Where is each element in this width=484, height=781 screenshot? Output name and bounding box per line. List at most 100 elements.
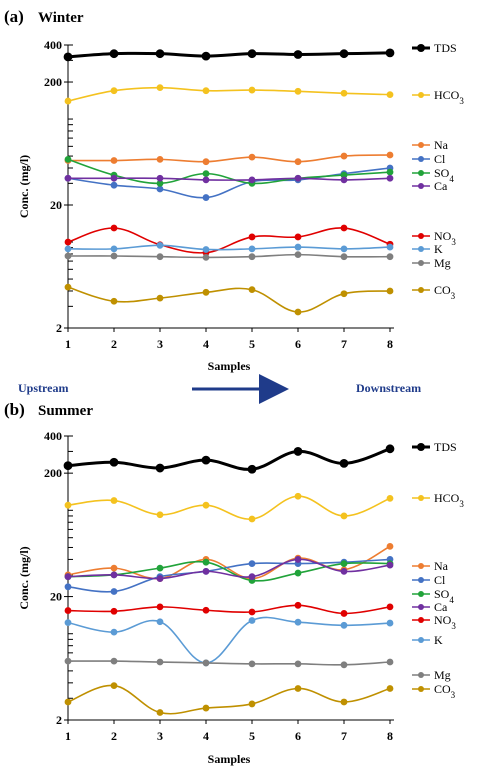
legend-label-hco3: HCO3 bbox=[434, 491, 464, 509]
legend-swatch-marker bbox=[418, 287, 424, 293]
data-point-k bbox=[64, 245, 72, 253]
data-point-co3 bbox=[110, 682, 118, 689]
data-point-no3 bbox=[248, 233, 256, 241]
y-tick-label: 200 bbox=[44, 466, 62, 480]
series-line-so4 bbox=[67, 158, 391, 185]
data-point-mg bbox=[110, 657, 118, 665]
y-tick-label: 20 bbox=[50, 198, 62, 212]
data-point-k bbox=[386, 619, 394, 627]
data-point-co3 bbox=[202, 704, 210, 712]
data-point-co3 bbox=[386, 685, 394, 692]
data-point-co3 bbox=[386, 287, 394, 295]
series-line-co3 bbox=[67, 684, 391, 715]
data-point-tds bbox=[109, 49, 119, 59]
data-point-ca bbox=[202, 567, 210, 575]
downstream-label: Downstream bbox=[356, 381, 421, 395]
data-point-no3 bbox=[340, 610, 348, 617]
series-line-mg bbox=[67, 253, 391, 259]
data-point-k bbox=[110, 628, 118, 636]
data-point-tds bbox=[293, 447, 303, 456]
legend-label-co3: CO3 bbox=[434, 283, 456, 301]
data-point-co3 bbox=[64, 698, 72, 706]
data-point-k bbox=[202, 246, 210, 253]
x-tick-label: 5 bbox=[249, 337, 255, 351]
data-point-ca bbox=[64, 573, 72, 581]
data-point-hco3 bbox=[248, 515, 256, 523]
data-point-cl bbox=[110, 181, 118, 189]
data-point-k bbox=[64, 619, 72, 627]
legend-label-cl: Cl bbox=[434, 573, 446, 587]
data-point-co3 bbox=[110, 297, 118, 305]
data-point-mg bbox=[202, 659, 210, 667]
x-tick-label: 1 bbox=[65, 337, 71, 351]
y-axis-title: Conc. (mg/l) bbox=[17, 546, 31, 609]
series-line-na bbox=[67, 545, 391, 580]
legend-label-so4: SO4 bbox=[434, 166, 454, 184]
data-point-mg bbox=[248, 253, 256, 261]
data-point-no3 bbox=[248, 608, 256, 616]
data-point-k bbox=[294, 243, 302, 251]
data-point-tds bbox=[339, 49, 349, 59]
legend-swatch-marker bbox=[418, 604, 424, 610]
data-point-so4 bbox=[202, 558, 210, 566]
legend-label-ca: Ca bbox=[434, 179, 448, 193]
x-tick-label: 7 bbox=[341, 337, 347, 351]
data-point-ca bbox=[248, 573, 256, 581]
data-point-hco3 bbox=[64, 97, 72, 105]
data-point-na bbox=[110, 564, 118, 572]
data-point-k bbox=[156, 618, 164, 626]
data-point-hco3 bbox=[340, 512, 348, 520]
y-tick-label: 400 bbox=[44, 429, 62, 443]
data-point-tds bbox=[247, 464, 257, 474]
data-point-mg bbox=[294, 251, 302, 259]
data-point-tds bbox=[63, 461, 73, 471]
x-tick-label: 7 bbox=[341, 729, 347, 743]
data-point-ca bbox=[156, 174, 164, 182]
legend-label-co3: CO3 bbox=[434, 682, 456, 700]
data-point-no3 bbox=[202, 606, 210, 614]
data-point-tds bbox=[201, 455, 211, 465]
legend-label-tds: TDS bbox=[434, 440, 457, 454]
data-point-co3 bbox=[156, 294, 164, 302]
flow-direction: Upstream Downstream bbox=[18, 374, 421, 404]
legend-label-cl: Cl bbox=[434, 152, 446, 166]
series-line-cl bbox=[67, 558, 391, 593]
x-tick-label: 1 bbox=[65, 729, 71, 743]
legend-label-na: Na bbox=[434, 559, 449, 573]
data-point-no3 bbox=[294, 601, 302, 609]
legend-label-mg: Mg bbox=[434, 668, 451, 682]
data-point-hco3 bbox=[248, 86, 256, 94]
data-point-hco3 bbox=[294, 492, 302, 500]
data-point-hco3 bbox=[110, 87, 118, 95]
data-point-co3 bbox=[202, 288, 210, 296]
data-point-so4 bbox=[64, 155, 72, 163]
data-point-hco3 bbox=[156, 84, 164, 92]
y-tick-label: 400 bbox=[44, 38, 62, 52]
data-point-mg bbox=[248, 660, 256, 668]
data-point-na bbox=[386, 151, 394, 159]
legend-swatch-marker bbox=[418, 686, 424, 692]
data-point-ca bbox=[340, 176, 348, 184]
data-point-na bbox=[248, 153, 256, 161]
series-line-hco3 bbox=[67, 86, 391, 102]
data-point-cl bbox=[156, 185, 164, 193]
legend-label-no3: NO3 bbox=[434, 613, 456, 631]
panel-a-season: Winter bbox=[38, 10, 84, 26]
x-axis-title: Samples bbox=[208, 752, 251, 766]
legend-swatch-marker bbox=[418, 637, 424, 643]
x-tick-label: 2 bbox=[111, 729, 117, 743]
data-point-mg bbox=[294, 660, 302, 668]
data-point-hco3 bbox=[294, 87, 302, 95]
legend-swatch-marker bbox=[418, 563, 424, 569]
legend-swatch-marker bbox=[418, 672, 424, 678]
data-point-mg bbox=[64, 657, 72, 665]
legend-swatch-marker bbox=[418, 617, 424, 623]
data-point-tds bbox=[63, 52, 73, 62]
data-point-no3 bbox=[64, 238, 72, 246]
series-line-k bbox=[67, 616, 391, 664]
data-point-so4 bbox=[156, 564, 164, 572]
data-point-cl bbox=[202, 194, 210, 201]
data-point-k bbox=[156, 241, 164, 249]
